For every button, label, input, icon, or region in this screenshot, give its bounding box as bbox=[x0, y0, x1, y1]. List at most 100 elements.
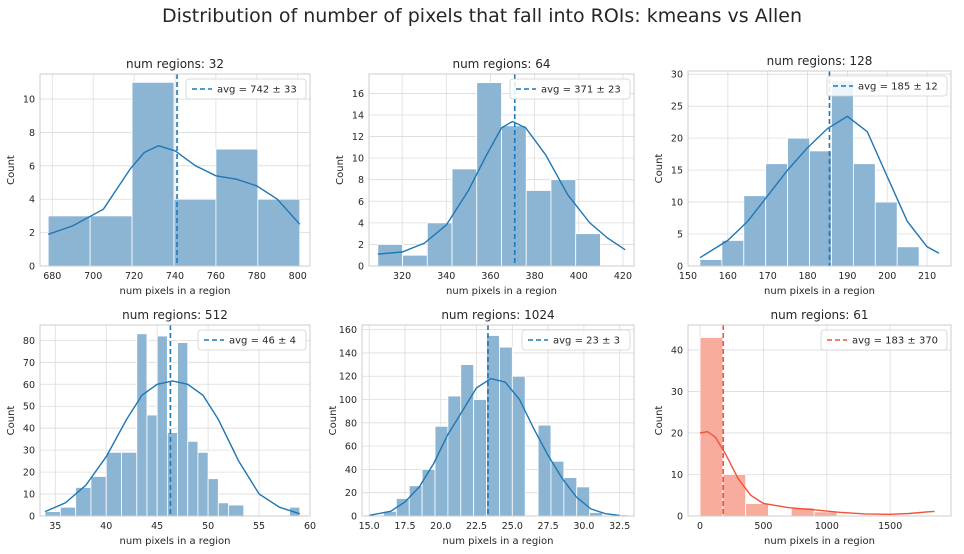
subplot-title: num regions: 61 bbox=[770, 308, 868, 322]
y-tick-label: 50 bbox=[23, 402, 35, 413]
x-tick-label: 320 bbox=[393, 271, 411, 282]
y-tick-label: 2 bbox=[29, 228, 35, 239]
histogram-bars bbox=[377, 82, 601, 267]
histogram-bar bbox=[722, 474, 747, 517]
legend-box bbox=[826, 75, 948, 97]
histogram-bar bbox=[511, 375, 526, 517]
histogram-bar bbox=[187, 440, 199, 517]
legend-label: avg = 742 ± 33 bbox=[217, 85, 297, 96]
histogram-bar bbox=[896, 246, 920, 267]
histogram-bar bbox=[177, 342, 189, 517]
histogram-bar bbox=[105, 451, 122, 517]
y-tick-label: 0 bbox=[677, 512, 683, 523]
histogram-bar bbox=[501, 125, 527, 267]
x-tick-label: 27.5 bbox=[538, 521, 559, 532]
y-tick-label: 10 bbox=[23, 95, 35, 106]
histogram-bars bbox=[699, 337, 838, 517]
subplot-2: 320 340 360 380 400 420 0 2 4 6 8 10 12 14 16 num regio… bbox=[335, 57, 635, 297]
x-tick-label: 50 bbox=[202, 521, 214, 532]
histogram-bar bbox=[575, 233, 601, 267]
histogram-bar bbox=[852, 163, 876, 267]
histogram-bar bbox=[377, 244, 403, 267]
y-tick-label: 0 bbox=[29, 262, 35, 273]
x-tick-label: 1000 bbox=[815, 521, 839, 532]
histogram-bar bbox=[550, 179, 577, 267]
legend-label: avg = 23 ± 3 bbox=[553, 336, 620, 347]
histogram-bar bbox=[89, 215, 133, 267]
subplot-title: num regions: 128 bbox=[767, 54, 873, 68]
y-tick-label: 40 bbox=[23, 424, 35, 435]
y-tick-label: 30 bbox=[23, 446, 35, 457]
histogram-bar bbox=[589, 512, 603, 517]
histogram-bar bbox=[499, 346, 513, 517]
x-tick-label: 800 bbox=[289, 271, 307, 282]
subplot-1: 680 700 720 740 760 780 800 0 2 4 6 8 10 num regions:… bbox=[6, 57, 311, 297]
legend: avg = 183 ± 370 bbox=[820, 329, 948, 351]
histogram-bar bbox=[217, 502, 229, 517]
histogram-bar bbox=[136, 333, 148, 517]
legend: avg = 371 ± 23 bbox=[509, 78, 631, 100]
kde-curve bbox=[699, 430, 935, 516]
y-tick-label: 8 bbox=[358, 175, 364, 186]
y-axis-label: Count bbox=[654, 406, 665, 436]
histogram-bar bbox=[131, 81, 175, 267]
x-tick-label: 200 bbox=[878, 271, 896, 282]
histogram-bar bbox=[44, 511, 61, 517]
x-tick-label: 210 bbox=[918, 271, 936, 282]
y-tick-label: 120 bbox=[339, 372, 357, 383]
x-tick-label: 360 bbox=[481, 271, 499, 282]
x-axis-label: num pixels in a region bbox=[443, 536, 554, 547]
x-tick-label: 30.0 bbox=[573, 521, 594, 532]
histogram-bar bbox=[699, 337, 724, 517]
legend: avg = 23 ± 3 bbox=[521, 329, 631, 351]
legend: avg = 46 ± 4 bbox=[197, 329, 307, 351]
histogram-bar bbox=[197, 451, 209, 517]
histogram-bar bbox=[765, 163, 789, 267]
y-tick-label: 20 bbox=[671, 428, 683, 439]
x-tick-label: 0 bbox=[697, 521, 703, 532]
y-tick-label: 80 bbox=[345, 418, 357, 429]
y-tick-label: 0 bbox=[358, 262, 364, 273]
histogram-bar bbox=[173, 198, 217, 267]
histogram-bar bbox=[426, 222, 453, 267]
subplot-6: 0 500 1000 1500 0 10 20 30 40 num regions: 61 num … bbox=[654, 308, 952, 547]
kde-curve bbox=[47, 145, 301, 235]
x-tick-label: 22.5 bbox=[466, 521, 487, 532]
x-tick-label: 760 bbox=[207, 271, 225, 282]
x-tick-label: 190 bbox=[838, 271, 856, 282]
y-tick-label: 160 bbox=[339, 325, 357, 336]
x-tick-label: 700 bbox=[84, 271, 102, 282]
y-tick-label: 40 bbox=[671, 345, 683, 356]
x-tick-label: 740 bbox=[166, 271, 184, 282]
x-tick-label: 20.0 bbox=[430, 521, 451, 532]
y-tick-label: 20 bbox=[671, 134, 683, 145]
x-tick-label: 45 bbox=[151, 521, 163, 532]
x-axis-label: num pixels in a region bbox=[120, 536, 231, 547]
histogram-bar bbox=[525, 190, 552, 267]
histogram-bar bbox=[447, 395, 462, 517]
kde-curve bbox=[369, 377, 620, 517]
histogram-bar bbox=[207, 478, 219, 517]
histogram-bar bbox=[874, 201, 898, 267]
y-tick-label: 80 bbox=[23, 336, 35, 347]
x-tick-label: 500 bbox=[754, 521, 772, 532]
y-tick-label: 14 bbox=[352, 110, 364, 121]
x-tick-label: 380 bbox=[526, 271, 544, 282]
axes-frame bbox=[687, 324, 952, 517]
y-tick-label: 6 bbox=[358, 197, 364, 208]
x-tick-label: 420 bbox=[614, 271, 632, 282]
x-axis-label: num pixels in a region bbox=[120, 286, 231, 297]
legend: avg = 742 ± 33 bbox=[185, 78, 307, 100]
histogram-bar bbox=[166, 432, 178, 517]
x-tick-label: 25.0 bbox=[502, 521, 523, 532]
legend-box bbox=[185, 78, 307, 100]
histogram-bar bbox=[59, 506, 77, 517]
y-tick-label: 30 bbox=[671, 387, 683, 398]
x-tick-label: 680 bbox=[43, 271, 61, 282]
subplot-title: num regions: 64 bbox=[452, 57, 550, 71]
histogram-bar bbox=[121, 451, 138, 517]
kde-curve bbox=[377, 120, 626, 255]
y-axis-label: Count bbox=[328, 406, 339, 436]
y-tick-label: 25 bbox=[671, 102, 683, 113]
x-tick-label: 35 bbox=[49, 521, 61, 532]
